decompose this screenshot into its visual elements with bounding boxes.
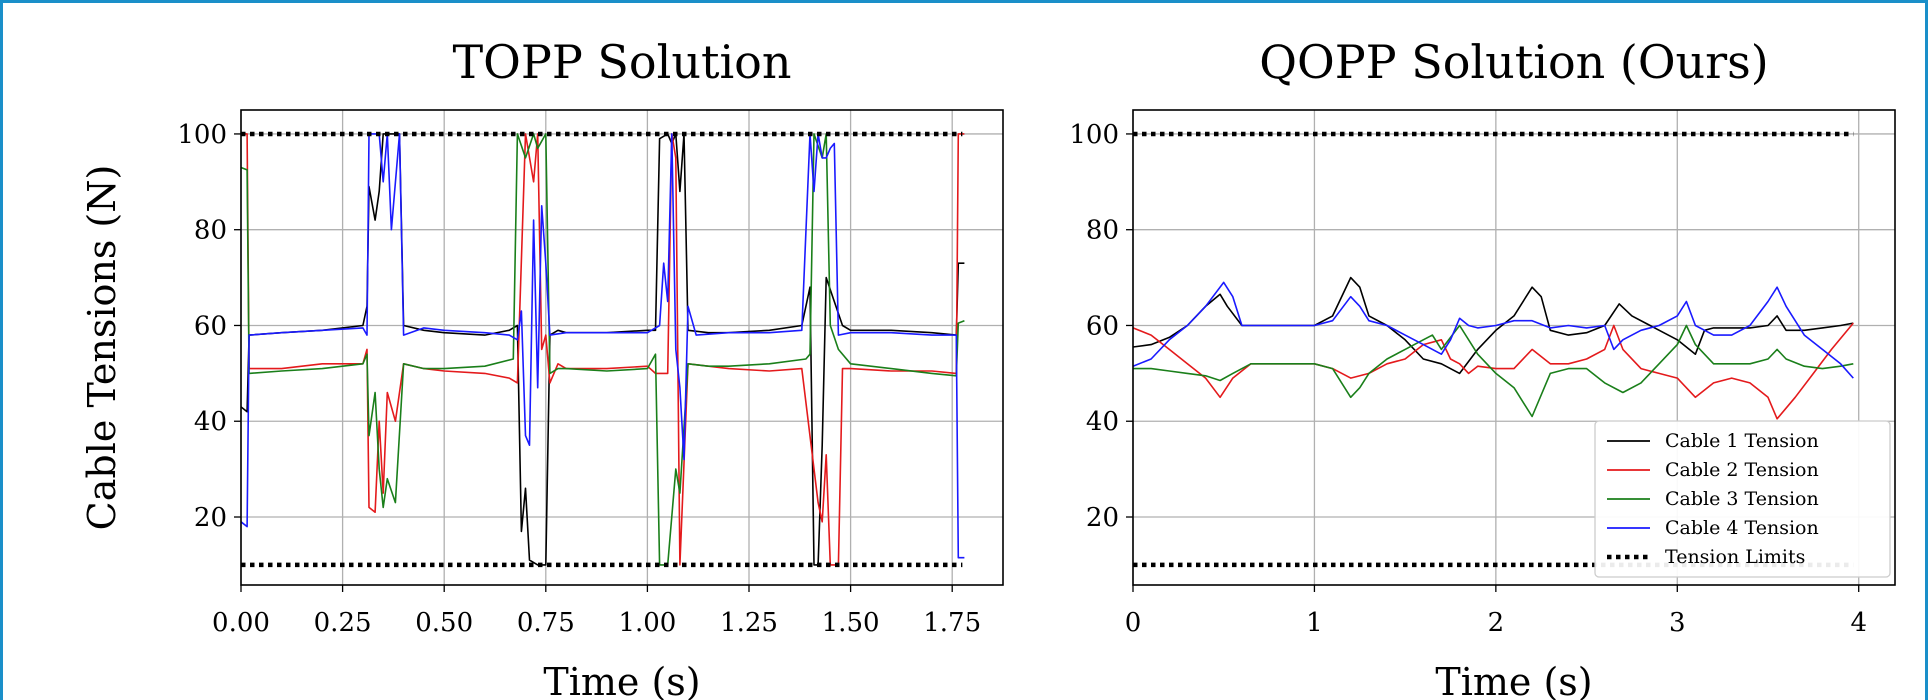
x-tick-label: 4	[1850, 608, 1867, 638]
x-tick-label: 0.75	[517, 608, 575, 638]
y-tick-label: 40	[194, 407, 227, 437]
series-group	[241, 131, 965, 568]
chart-title: TOPP Solution	[453, 35, 792, 89]
legend-box	[1594, 420, 1891, 578]
legend-label-cable1: Cable 1 Tension	[1665, 430, 1819, 452]
x-tick-label: 2	[1488, 608, 1505, 638]
x-tick-label: 0.50	[415, 608, 473, 638]
y-tick-label: 80	[194, 216, 227, 246]
x-axis-label: Time (s)	[543, 660, 700, 700]
series-group	[1133, 131, 1854, 568]
y-tick-label: 100	[177, 120, 227, 150]
legend: Cable 1 Tension Cable 2 Tension Cable 3 Te…	[1594, 420, 1891, 578]
x-tick-label: 1	[1306, 608, 1323, 638]
y-tick-label: 20	[194, 503, 227, 533]
series-line-cable4	[1133, 281, 1854, 379]
x-tick-label: 1.50	[822, 608, 880, 638]
chart-title: QOPP Solution (Ours)	[1259, 35, 1768, 89]
legend-label-cable3: Cable 3 Tension	[1665, 488, 1819, 510]
series-line-cable3	[241, 133, 965, 566]
legend-label-limits: Tension Limits	[1665, 546, 1805, 568]
x-tick-label: 0	[1125, 608, 1142, 638]
y-tick-label: 100	[1069, 120, 1119, 150]
series-line-cable3	[1133, 324, 1854, 418]
y-tick-label: 60	[1086, 311, 1119, 341]
legend-label-cable2: Cable 2 Tension	[1665, 459, 1819, 481]
figure-canvas: Cable Tensions (N) TOPP Solution 0.00 0.25 0…	[80, 35, 1896, 700]
x-tick-label: 1.75	[923, 608, 981, 638]
chart-panel-2: QOPP Solution (Ours) 0 1 2 3 4 20 40 60 80 100 Time…	[1069, 35, 1896, 700]
y-axis-label: Cable Tensions (N)	[80, 165, 124, 531]
chart-panel-1: TOPP Solution 0.00 0.25 0.50 0.75 1.00 1.25 1.5…	[177, 35, 1004, 700]
y-tick-label: 40	[1086, 407, 1119, 437]
x-tick-label: 3	[1669, 608, 1686, 638]
axes-frame	[1132, 109, 1896, 586]
y-tick-label: 80	[1086, 216, 1119, 246]
x-tick-label: 0.00	[212, 608, 270, 638]
series-line-cable4	[241, 133, 965, 559]
x-tick-label: 0.25	[314, 608, 372, 638]
y-tick-label: 20	[1086, 503, 1119, 533]
x-tick-label: 1.25	[720, 608, 778, 638]
axes-frame	[240, 109, 1004, 586]
x-axis-label: Time (s)	[1435, 660, 1592, 700]
x-tick-label: 1.00	[618, 608, 676, 638]
legend-label-cable4: Cable 4 Tension	[1665, 517, 1819, 539]
y-tick-label: 60	[194, 311, 227, 341]
series-line-cable2	[241, 133, 965, 566]
series-line-cable1	[241, 133, 965, 566]
